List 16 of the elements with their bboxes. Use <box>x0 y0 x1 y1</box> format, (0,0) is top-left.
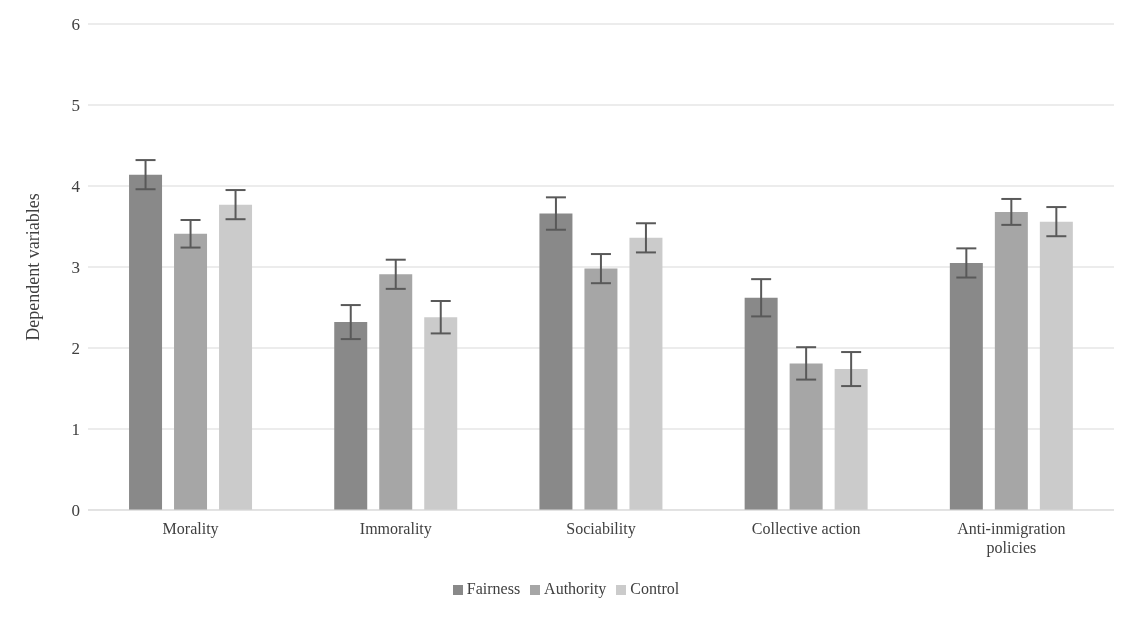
legend-label: Fairness <box>466 580 521 597</box>
y-tick-label: 2 <box>71 339 80 359</box>
x-tick-label: Sociability <box>566 520 636 538</box>
x-tick-label: Anti-inmigration policies <box>957 520 1066 557</box>
y-tick-label: 3 <box>71 258 80 278</box>
legend-label: Control <box>630 580 680 597</box>
x-tick-label: Morality <box>162 520 219 538</box>
x-tick-label: Collective action <box>751 520 861 537</box>
x-tick-label: Immorality <box>359 520 432 538</box>
y-tick-label: 6 <box>71 15 80 35</box>
y-axis-title: Dependent variables <box>23 193 44 341</box>
y-tick-label: 1 <box>71 420 80 440</box>
y-tick-label: 0 <box>71 501 80 521</box>
y-tick-label: 4 <box>71 177 81 197</box>
y-tick-label: 5 <box>71 96 80 116</box>
legend-label: Authority <box>544 580 607 597</box>
